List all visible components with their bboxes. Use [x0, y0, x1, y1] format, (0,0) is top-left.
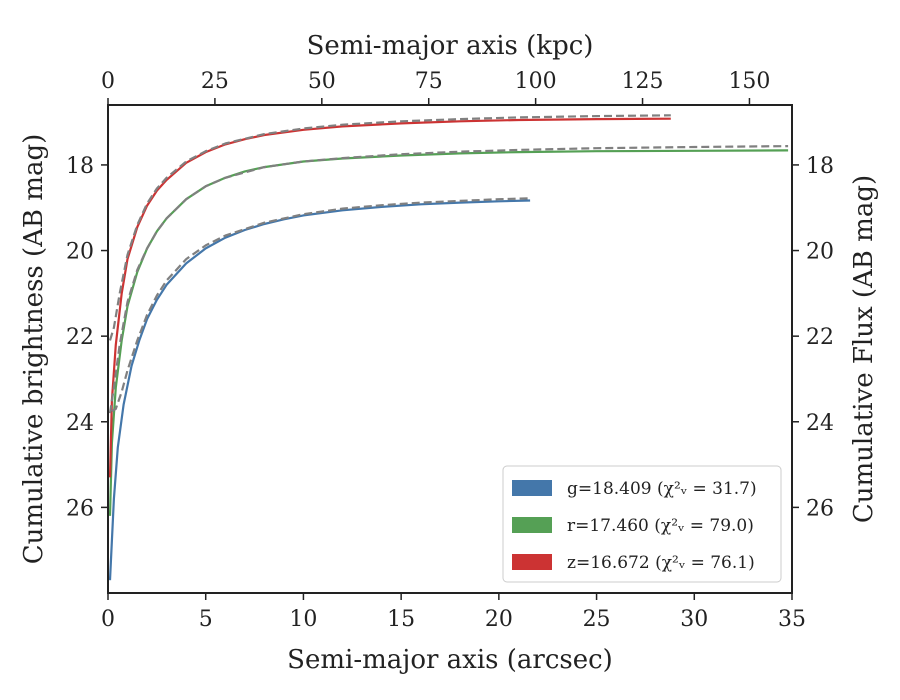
y-tick-label-right: 18: [806, 154, 834, 179]
legend-swatch-r: [512, 517, 552, 533]
y-tick-label-left: 22: [66, 325, 94, 350]
legend-swatch-g: [512, 480, 552, 496]
y-tick-label-right: 24: [806, 411, 834, 436]
x-tick-label: 20: [485, 607, 513, 632]
x-tick-label: 25: [583, 607, 611, 632]
top-tick-label: 50: [308, 69, 336, 94]
top-tick-label: 0: [101, 69, 115, 94]
x-axis-label-top: Semi-major axis (kpc): [307, 31, 594, 61]
ticks-layer: 0 5 10 15 20 25 30 35 0 25 50 75 100 125 150 18 18 20 20 22…: [66, 69, 834, 632]
y-tick-label-right: 20: [806, 240, 834, 265]
y-tick-label-left: 20: [66, 240, 94, 265]
x-tick-label: 15: [387, 607, 415, 632]
series-line-z: [108, 117, 671, 478]
y-tick-label-left: 24: [66, 411, 94, 436]
legend: g=18.409 (χ²ᵥ = 31.7) r=17.460 (χ²ᵥ = 79…: [502, 465, 782, 583]
top-tick-label: 100: [515, 69, 557, 94]
legend-label-z: z=16.672 (χ²ᵥ = 76.1): [567, 553, 755, 573]
x-tick-label: 35: [778, 607, 806, 632]
y-axis-label-left: Cumulative brightness (AB mag): [19, 134, 49, 565]
series-line-g: [108, 199, 531, 581]
x-tick-label: 0: [101, 607, 115, 632]
x-axis-label-bottom: Semi-major axis (arcsec): [287, 645, 613, 675]
series-line-r: [108, 149, 789, 516]
x-tick-label: 10: [289, 607, 317, 632]
x-tick-label: 5: [199, 607, 213, 632]
y-axis-label-right: Cumulative Flux (AB mag): [849, 175, 879, 523]
x-tick-label: 30: [680, 607, 708, 632]
legend-swatch-z: [512, 554, 552, 570]
model-line-r: [108, 145, 789, 414]
model-line-z: [108, 114, 671, 341]
curves-layer: [108, 114, 789, 581]
top-tick-label: 25: [201, 69, 229, 94]
top-tick-label: 125: [622, 69, 664, 94]
model-line-g: [111, 197, 531, 413]
top-tick-label: 150: [728, 69, 770, 94]
y-tick-label-left: 26: [66, 496, 94, 521]
y-tick-label-right: 22: [806, 325, 834, 350]
legend-box: [502, 465, 782, 583]
legend-label-r: r=17.460 (χ²ᵥ = 79.0): [567, 516, 754, 536]
legend-label-g: g=18.409 (χ²ᵥ = 31.7): [567, 479, 757, 499]
y-tick-label-left: 18: [66, 154, 94, 179]
plot-frame: [107, 104, 793, 594]
y-tick-label-right: 26: [806, 496, 834, 521]
top-tick-label: 75: [415, 69, 443, 94]
